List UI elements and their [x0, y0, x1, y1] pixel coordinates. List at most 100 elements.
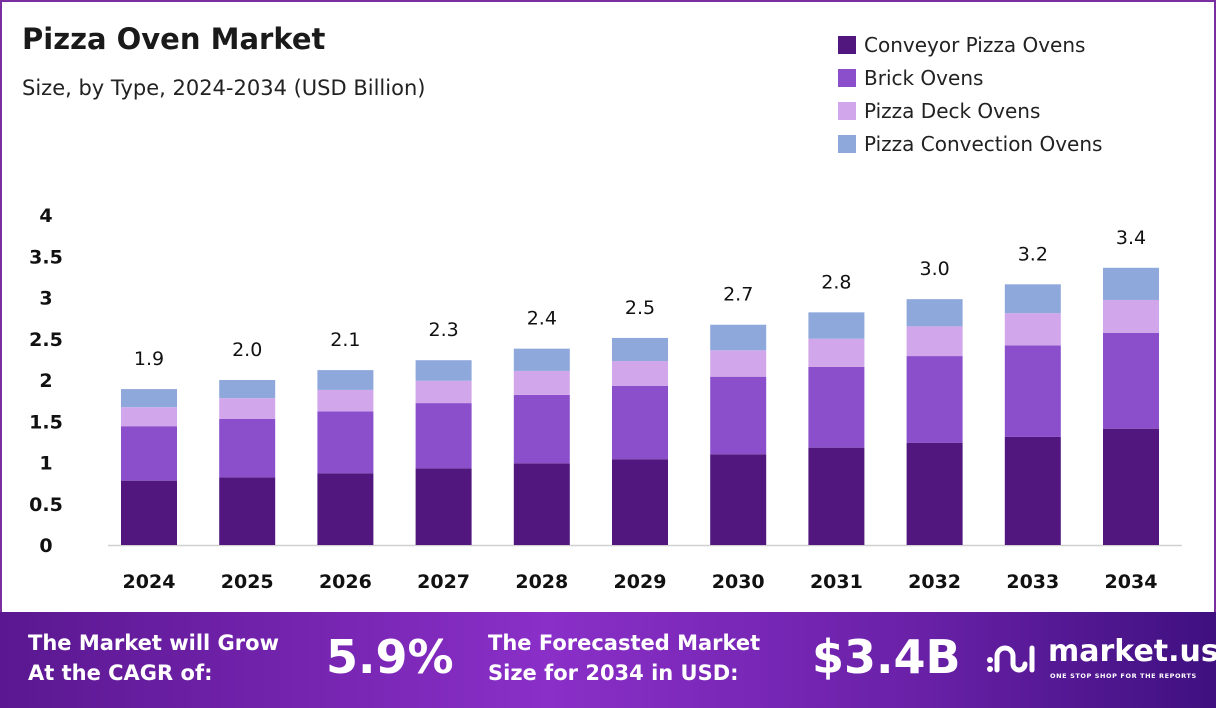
bar-segment-conveyor-pizza-ovens: [513, 463, 570, 545]
bar-segment-pizza-deck-ovens: [219, 398, 276, 419]
legend-label: Brick Ovens: [864, 65, 984, 90]
bar-segment-pizza-convection-ovens: [710, 324, 767, 351]
bar-segment-conveyor-pizza-ovens: [612, 459, 668, 545]
bar-segment-pizza-deck-ovens: [513, 370, 570, 395]
total-data-label: 1.9: [134, 348, 164, 370]
bar-segment-pizza-deck-ovens: [121, 407, 177, 427]
bar-segment-conveyor-pizza-ovens: [219, 477, 276, 545]
logo-tagline: ONE STOP SHOP FOR THE REPORTS: [1050, 672, 1197, 680]
y-tick-label: 0: [39, 535, 52, 557]
y-tick-label: 3.5: [29, 246, 63, 268]
legend: Conveyor Pizza Ovens Brick Ovens Pizza D…: [838, 28, 1102, 160]
footer-banner: The Market will Grow At the CAGR of: 5.9%…: [0, 612, 1216, 708]
total-data-label: 2.1: [330, 329, 360, 351]
market-us-logo-icon: [987, 645, 1035, 673]
bar-segment-conveyor-pizza-ovens: [1004, 436, 1061, 545]
legend-item: Conveyor Pizza Ovens: [838, 28, 1102, 61]
bar-segment-pizza-convection-ovens: [219, 380, 276, 399]
bar-segment-brick-ovens: [219, 418, 276, 478]
bar-segment-pizza-deck-ovens: [317, 389, 374, 412]
total-data-label: 2.7: [723, 284, 753, 306]
bar-segment-pizza-convection-ovens: [808, 312, 865, 339]
forecast-label-line: The Forecasted Market: [488, 631, 761, 655]
x-tick-label: 2030: [712, 571, 765, 593]
y-tick-label: 4: [39, 205, 52, 227]
bar-segment-brick-ovens: [906, 356, 963, 443]
bar-segment-pizza-deck-ovens: [906, 326, 963, 357]
y-tick-label: 2: [39, 370, 52, 392]
x-tick-label: 2031: [810, 571, 863, 593]
bar-segment-brick-ovens: [808, 366, 865, 448]
chart-frame: [0, 0, 1216, 612]
bar-segment-pizza-deck-ovens: [710, 350, 767, 377]
legend-label: Conveyor Pizza Ovens: [864, 32, 1086, 57]
bar-segment-brick-ovens: [121, 426, 177, 481]
bar-segment-pizza-deck-ovens: [1103, 299, 1159, 333]
bar-segment-brick-ovens: [1004, 345, 1061, 437]
bar-segment-pizza-deck-ovens: [1004, 313, 1061, 346]
bar-segment-pizza-convection-ovens: [906, 299, 963, 327]
legend-swatch: [838, 35, 856, 54]
legend-item: Pizza Convection Ovens: [838, 127, 1102, 160]
bar-segment-pizza-convection-ovens: [612, 337, 668, 362]
total-data-label: 3.4: [1116, 227, 1146, 249]
cagr-label-line: The Market will Grow: [28, 631, 279, 655]
bar-segment-conveyor-pizza-ovens: [317, 473, 374, 545]
bar-segment-pizza-convection-ovens: [415, 360, 472, 381]
bar-segment-pizza-deck-ovens: [808, 338, 865, 367]
bar-segment-brick-ovens: [513, 394, 570, 464]
bar-segment-pizza-convection-ovens: [121, 389, 177, 408]
legend-swatch: [838, 134, 856, 153]
total-data-label: 2.3: [428, 319, 458, 341]
bar-segment-conveyor-pizza-ovens: [415, 468, 472, 545]
total-data-label: 3.0: [919, 258, 949, 280]
x-tick-label: 2027: [417, 571, 470, 593]
bar-segment-pizza-convection-ovens: [1103, 267, 1159, 300]
legend-swatch: [838, 68, 856, 87]
x-tick-label: 2024: [123, 571, 176, 593]
bar-segment-pizza-deck-ovens: [415, 380, 472, 404]
total-data-label: 3.2: [1018, 243, 1048, 265]
forecast-value: $3.4B: [812, 630, 961, 684]
x-tick-label: 2032: [908, 571, 961, 593]
y-tick-label: 0.5: [29, 494, 63, 516]
legend-item: Brick Ovens: [838, 61, 1102, 94]
x-tick-label: 2026: [319, 571, 372, 593]
bar-segment-brick-ovens: [1103, 332, 1159, 429]
legend-item: Pizza Deck Ovens: [838, 94, 1102, 127]
chart-title: Pizza Oven Market: [22, 22, 326, 56]
bar-segment-conveyor-pizza-ovens: [1103, 428, 1159, 545]
forecast-label-line: Size for 2034 in USD:: [488, 661, 739, 685]
bar-segment-conveyor-pizza-ovens: [121, 480, 177, 545]
y-tick-label: 1.5: [29, 411, 63, 433]
x-tick-label: 2034: [1105, 571, 1158, 593]
total-data-label: 2.5: [625, 297, 655, 319]
bar-segment-pizza-deck-ovens: [612, 361, 668, 386]
x-tick-label: 2033: [1006, 571, 1059, 593]
bar-segment-brick-ovens: [317, 411, 374, 474]
total-data-label: 2.4: [527, 308, 557, 330]
cagr-value: 5.9%: [326, 630, 454, 684]
x-tick-label: 2028: [515, 571, 568, 593]
bar-segment-conveyor-pizza-ovens: [906, 442, 963, 545]
cagr-label-line: At the CAGR of:: [28, 661, 213, 685]
bar-segment-brick-ovens: [612, 385, 668, 460]
forecast-label: The Forecasted Market Size for 2034 in US…: [488, 628, 760, 688]
y-tick-label: 3: [39, 288, 52, 310]
bar-segment-pizza-convection-ovens: [317, 370, 374, 390]
logo-name: market.us: [1048, 634, 1216, 669]
bar-segment-brick-ovens: [710, 376, 767, 455]
legend-label: Pizza Deck Ovens: [864, 98, 1041, 123]
x-tick-label: 2025: [221, 571, 274, 593]
bar-segment-conveyor-pizza-ovens: [710, 454, 767, 545]
legend-label: Pizza Convection Ovens: [864, 131, 1103, 156]
y-tick-label: 1: [39, 453, 52, 475]
bar-segment-pizza-convection-ovens: [513, 348, 570, 371]
total-data-label: 2.0: [232, 339, 262, 361]
total-data-label: 2.8: [821, 271, 851, 293]
legend-swatch: [838, 101, 856, 120]
x-tick-label: 2029: [614, 571, 667, 593]
cagr-label: The Market will Grow At the CAGR of:: [28, 628, 279, 688]
bar-segment-pizza-convection-ovens: [1004, 284, 1061, 314]
chart-subtitle: Size, by Type, 2024-2034 (USD Billion): [22, 76, 426, 100]
